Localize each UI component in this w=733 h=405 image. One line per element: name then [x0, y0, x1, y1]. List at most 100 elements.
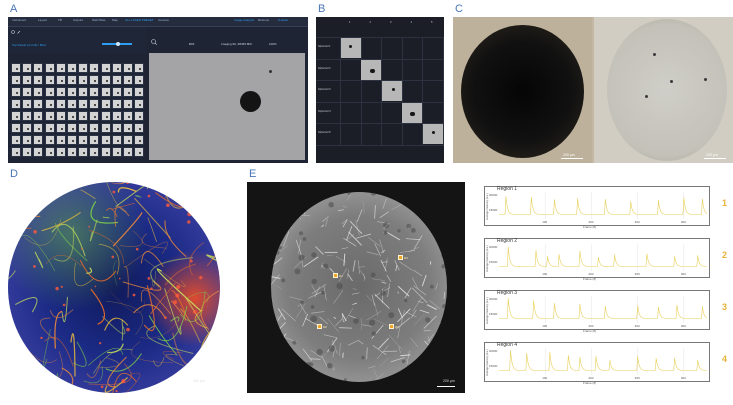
well-thumbnail[interactable]	[11, 123, 21, 133]
well-thumbnail[interactable]	[111, 147, 122, 157]
toolbar-item[interactable]: Map	[112, 18, 118, 22]
well-thumbnail[interactable]	[134, 99, 145, 109]
well-thumbnail[interactable]	[44, 63, 55, 73]
well-thumbnail[interactable]	[67, 147, 77, 157]
well-thumbnail[interactable]	[100, 147, 111, 157]
toolbar-item[interactable]: Well Plate	[92, 18, 106, 22]
well-thumbnail[interactable]	[78, 135, 89, 145]
well-thumbnail[interactable]	[33, 99, 44, 109]
large-image-view[interactable]	[149, 53, 305, 160]
well-thumbnail[interactable]	[123, 75, 133, 85]
well-thumbnail[interactable]	[11, 99, 21, 109]
well-thumbnail[interactable]	[11, 63, 21, 73]
well-thumbnail[interactable]	[67, 135, 77, 145]
well-thumbnail[interactable]	[134, 147, 145, 157]
well-thumbnail[interactable]	[44, 135, 55, 145]
toolbar-item[interactable]: Refocus	[258, 18, 270, 22]
zoom-icon[interactable]	[151, 39, 157, 45]
edit-icon[interactable]	[17, 30, 21, 34]
well-thumbnail[interactable]	[22, 63, 33, 73]
well-thumbnail[interactable]	[134, 123, 145, 133]
well-thumbnail[interactable]	[89, 99, 100, 109]
well-thumbnail[interactable]	[78, 111, 89, 121]
well-thumbnail[interactable]	[11, 111, 21, 121]
toolbar-item[interactable]: Z-stack	[278, 18, 288, 22]
well-thumbnail[interactable]	[22, 75, 33, 85]
well-thumbnail[interactable]	[22, 99, 33, 109]
well-thumbnail[interactable]	[111, 111, 122, 121]
spheroid-thumbnail[interactable]	[422, 124, 443, 144]
well-thumbnail[interactable]	[78, 147, 89, 157]
spheroid-thumbnail[interactable]	[361, 59, 381, 80]
well-thumbnail[interactable]	[67, 111, 77, 121]
well-thumbnail[interactable]	[11, 135, 21, 145]
well-thumbnail[interactable]	[55, 147, 66, 157]
toolbar-item[interactable]: Instrument	[12, 18, 27, 22]
gear-icon[interactable]	[11, 30, 15, 34]
well-thumbnail[interactable]	[55, 135, 66, 145]
well-thumbnail[interactable]	[11, 75, 21, 85]
well-thumbnail[interactable]	[100, 75, 111, 85]
well-thumbnail[interactable]	[111, 63, 122, 73]
toolbar-item[interactable]: Camera	[158, 18, 169, 22]
well-thumbnail[interactable]	[100, 99, 111, 109]
well-thumbnail[interactable]	[22, 123, 33, 133]
well-thumbnail[interactable]	[100, 63, 111, 73]
well-thumbnail[interactable]	[44, 123, 55, 133]
well-thumbnail[interactable]	[44, 87, 55, 97]
well-thumbnail[interactable]	[123, 111, 133, 121]
well-thumbnail[interactable]	[44, 147, 55, 157]
filter-label[interactable]: Top Result (or Full) / Best	[12, 43, 46, 47]
well-thumbnail[interactable]	[55, 87, 66, 97]
well-thumbnail[interactable]	[33, 147, 44, 157]
well-thumbnail[interactable]	[22, 147, 33, 157]
well-thumbnail[interactable]	[55, 111, 66, 121]
well-thumbnail[interactable]	[123, 135, 133, 145]
well-thumbnail[interactable]	[33, 87, 44, 97]
well-thumbnail[interactable]	[123, 87, 133, 97]
well-thumbnail[interactable]	[100, 135, 111, 145]
well-thumbnail[interactable]	[89, 111, 100, 121]
well-thumbnail[interactable]	[44, 99, 55, 109]
spheroid-thumbnail[interactable]	[340, 38, 361, 58]
well-thumbnail[interactable]	[55, 99, 66, 109]
well-thumbnail[interactable]	[44, 75, 55, 85]
well-thumbnail[interactable]	[44, 111, 55, 121]
well-thumbnail[interactable]	[134, 75, 145, 85]
toolbar-item[interactable]: Layout	[38, 18, 48, 22]
well-thumbnail[interactable]	[123, 123, 133, 133]
well-thumbnail[interactable]	[67, 63, 77, 73]
well-thumbnail[interactable]	[89, 123, 100, 133]
well-thumbnail[interactable]	[67, 123, 77, 133]
well-thumbnail[interactable]	[111, 123, 122, 133]
well-thumbnail[interactable]	[89, 135, 100, 145]
well-thumbnail[interactable]	[78, 87, 89, 97]
well-thumbnail[interactable]	[33, 63, 44, 73]
well-thumbnail[interactable]	[55, 123, 66, 133]
well-thumbnail[interactable]	[134, 63, 145, 73]
well-thumbnail[interactable]	[55, 63, 66, 73]
well-thumbnail[interactable]	[123, 147, 133, 157]
well-thumbnail[interactable]	[89, 63, 100, 73]
well-thumbnail[interactable]	[33, 75, 44, 85]
well-thumbnail[interactable]	[123, 99, 133, 109]
well-thumbnail[interactable]	[111, 135, 122, 145]
well-thumbnail[interactable]	[78, 99, 89, 109]
well-thumbnail[interactable]	[55, 75, 66, 85]
toolbar-item[interactable]: Acquire	[73, 18, 84, 22]
well-thumbnail[interactable]	[134, 135, 145, 145]
well-thumbnail[interactable]	[78, 123, 89, 133]
well-thumbnail[interactable]	[134, 87, 145, 97]
well-thumbnail[interactable]	[89, 147, 100, 157]
well-thumbnail[interactable]	[67, 87, 77, 97]
well-thumbnail[interactable]	[78, 63, 89, 73]
well-thumbnail[interactable]	[78, 75, 89, 85]
spheroid-thumbnail[interactable]	[402, 102, 422, 123]
well-thumbnail[interactable]	[11, 87, 21, 97]
well-thumbnail[interactable]	[89, 87, 100, 97]
well-thumbnail[interactable]	[22, 135, 33, 145]
well-thumbnail[interactable]	[33, 123, 44, 133]
toolbar-item[interactable]: Tiff	[58, 18, 63, 22]
well-thumbnail[interactable]	[111, 99, 122, 109]
slider-handle[interactable]	[116, 41, 120, 46]
